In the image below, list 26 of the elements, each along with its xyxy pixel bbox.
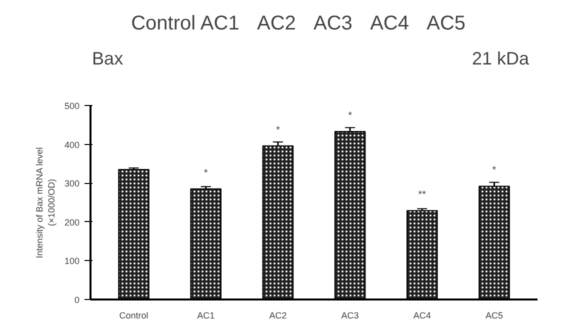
x-tick-label: AC4 <box>413 310 431 320</box>
category-label: AC4 <box>370 12 409 34</box>
annotation: ** <box>418 190 426 201</box>
annotation: * <box>492 165 496 176</box>
annotation: * <box>276 124 280 136</box>
y-tick-label: 400 <box>64 140 80 150</box>
text: 21 kDa <box>472 48 530 68</box>
text: Bax <box>92 48 124 68</box>
y-tick-label: 100 <box>64 256 80 266</box>
category-label: AC2 <box>256 12 296 34</box>
category-label: Control <box>131 12 196 34</box>
category-label: AC3 <box>314 12 352 34</box>
category-label: AC1 <box>200 12 240 34</box>
y-tick-label: 300 <box>64 178 80 189</box>
x-tick-label: AC1 <box>197 310 215 320</box>
x-tick-label: AC2 <box>269 310 287 320</box>
category-label: AC5 <box>426 12 466 34</box>
y-tick-label: 200 <box>64 217 80 228</box>
y-tick-label: 0 <box>74 295 80 305</box>
x-tick-label: AC5 <box>485 310 504 320</box>
y-tick-label: 500 <box>64 101 80 111</box>
y-axis-title: Intensity of Bax mRNA level (×1000/OD) <box>34 147 56 258</box>
x-tick-label: AC3 <box>341 310 359 320</box>
annotation: * <box>204 168 208 179</box>
x-tick-label: Control <box>119 310 148 320</box>
annotation: * <box>348 110 352 122</box>
